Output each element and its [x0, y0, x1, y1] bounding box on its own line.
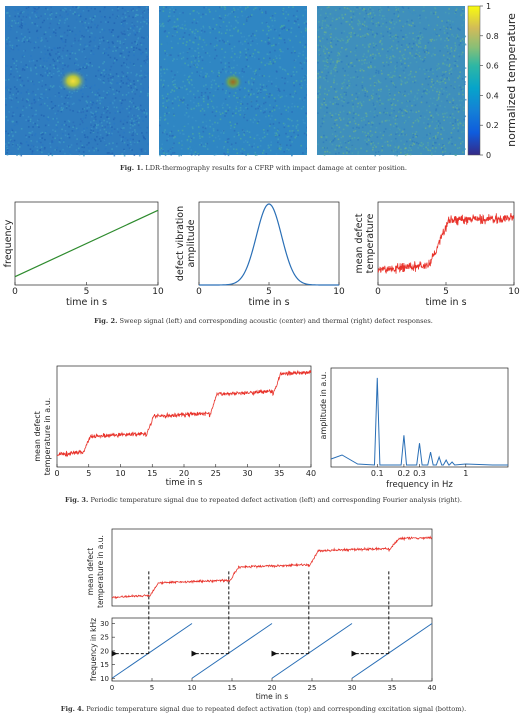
fig2-right-ylabel-line1: mean defect [354, 213, 365, 273]
fig2-right-xtick-label: 10 [508, 287, 520, 297]
colorbar-label: normalized temperature [505, 13, 518, 147]
fig4-bottom-ylabel: frequency in kHz [89, 618, 98, 681]
fig3-left-xtick-label: 5 [86, 469, 91, 478]
fig3-right-ylabel: amplitude in a.u. [319, 372, 328, 440]
colorbar-tick-label: 0.6 [486, 62, 499, 71]
fig3-caption-number: Fig. 3. [65, 496, 89, 504]
colorbar-tick-label: 0 [486, 151, 491, 160]
fig2-left-xtick-label: 10 [152, 287, 164, 297]
colorbar-tick-label: 1 [486, 2, 491, 11]
fig2-left-xtick-label: 0 [12, 287, 18, 297]
fig2-center-series-line [199, 203, 339, 286]
fig3-left-xtick-label: 30 [242, 469, 252, 478]
fig4-caption-text: Periodic temperature signal due to repea… [86, 705, 467, 713]
fig4-bottom-xtick-label: 40 [428, 684, 437, 692]
fig3-right-xtick-label: 1 [463, 469, 468, 478]
fig2-center-xtick-label: 0 [196, 287, 202, 297]
fig3-left-xtick-label: 35 [274, 469, 284, 478]
fig3-caption-text: Periodic temperature signal due to repea… [90, 496, 462, 504]
fig2-left-xlabel: time in s [66, 297, 107, 308]
fig4-caption: Fig. 4. Periodic temperature signal due … [0, 705, 527, 713]
fig4-bottom-xtick-label: 10 [188, 684, 197, 692]
fig4-top-axes-frame [111, 528, 433, 607]
fig3-left-xtick-label: 15 [147, 469, 157, 478]
fig4-bottom-ytick-label: 30 [100, 620, 109, 628]
fig2-center-xtick-label: 5 [266, 287, 272, 297]
fig3-right-xlabel: frequency in Hz [386, 480, 453, 490]
fig2-right-xlabel: time in s [425, 297, 466, 308]
fig3-right-xtick-label: 0.3 [413, 469, 426, 478]
thermogram-right [317, 6, 467, 157]
fig4-top-ylabel-line2: temperature in a.u. [96, 535, 105, 608]
fig4-bottom-xtick-label: 20 [268, 684, 277, 692]
fig3-caption: Fig. 3. Periodic temperature signal due … [0, 496, 527, 504]
fig2-right-xtick-label: 0 [375, 287, 381, 297]
fig1-caption-number: Fig. 1. [119, 164, 144, 172]
fig3-left-ylabel-line2: temperature in a.u. [43, 398, 52, 476]
fig4-bottom-xtick-label: 0 [110, 684, 114, 692]
fig4-bottom-axes-frame [111, 617, 433, 682]
fig3-plots: 0 5 10 15 20 25 30 35 40 time in s mean defect temp… [33, 365, 509, 490]
fig1-caption: Fig. 1. LDR-thermography results for a C… [0, 164, 527, 172]
fig2-caption-text: Sweep signal (left) and corresponding ac… [119, 317, 433, 325]
fig3-right-xtick-label: 0.1 [371, 469, 384, 478]
fig4-caption-number: Fig. 4. [60, 705, 85, 713]
fig2-right-series-line [377, 212, 515, 274]
thermogram-left [5, 6, 151, 157]
fig2-left-xtick-label: 5 [84, 287, 90, 297]
fig4-bottom-ytick-label: 15 [100, 661, 109, 669]
fig4-bottom-xtick-label: 30 [348, 684, 357, 692]
fig2-left-series-line [14, 209, 159, 278]
fig2-right-axes-frame [377, 201, 515, 286]
fig3-right-xtick-label: 0.2 [398, 469, 411, 478]
thermogram-center [159, 6, 309, 157]
fig3-right-series-line [330, 377, 508, 466]
fig2-center-axes-frame [198, 201, 340, 286]
fig2-plots: 0 5 10 time in s frequency 0 5 10 time in s defec… [3, 201, 520, 308]
fig4-bottom-xlabel: time in s [256, 692, 289, 700]
fig2-center-ylabel-line2: amplitude [186, 219, 197, 267]
fig4-bottom-xtick-label: 5 [150, 684, 154, 692]
fig2-caption-number: Fig. 2. [94, 317, 118, 325]
fig2-right-xtick-label: 5 [443, 287, 449, 297]
fig4-bottom-ytick-label: 20 [100, 647, 109, 655]
fig2-left-ylabel: frequency [3, 219, 14, 267]
colorbar-tick-label: 0.8 [486, 32, 499, 41]
fig3-left-xtick-label: 0 [54, 469, 59, 478]
colorbar-tick-label: 0.4 [486, 91, 499, 100]
fig3-left-ylabel-line1: mean defect [33, 411, 42, 462]
fig3-left-xtick-label: 20 [179, 469, 189, 478]
fig1-thermograms: 0 0.2 0.4 0.6 0.8 1 normalized temperature [5, 2, 518, 160]
colorbar-tick-label: 0.2 [486, 121, 499, 130]
fig4-bottom-xtick-label: 25 [308, 684, 317, 692]
fig4-top-series-line [111, 535, 433, 600]
fig4-bottom-xtick-label: 15 [228, 684, 237, 692]
fig3-left-xtick-label: 10 [115, 469, 125, 478]
fig2-right-ylabel-line2: temperature [365, 213, 376, 273]
fig3-left-axes-frame [56, 365, 312, 468]
fig2-center-xtick-label: 10 [333, 287, 345, 297]
fig4-plots: mean defect temperature in a.u. 10 15 20 25 30… [86, 528, 437, 700]
fig3-left-xlabel: time in s [166, 478, 203, 488]
fig3-left-xtick-label: 40 [306, 469, 316, 478]
fig2-center-xlabel: time in s [248, 297, 289, 308]
fig1-caption-text: LDR-thermography results for a CFRP with… [145, 164, 408, 172]
fig2-center-ylabel-line1: defect vibration [175, 206, 186, 281]
fig3-left-series-line [56, 369, 312, 458]
fig4-bottom-ytick-label: 25 [100, 634, 109, 642]
fig3-right-axes-frame [330, 367, 509, 468]
fig4-bottom-series-line [111, 623, 433, 679]
fig2-caption: Fig. 2. Sweep signal (left) and correspo… [0, 317, 527, 325]
fig4-bottom-xtick-label: 35 [388, 684, 397, 692]
fig4-top-ylabel-line1: mean defect [86, 548, 95, 595]
colorbar: 0 0.2 0.4 0.6 0.8 1 normalized temperature [467, 2, 518, 160]
fig4-bottom-ytick-label: 10 [100, 675, 109, 683]
fig3-left-xtick-label: 25 [211, 469, 221, 478]
